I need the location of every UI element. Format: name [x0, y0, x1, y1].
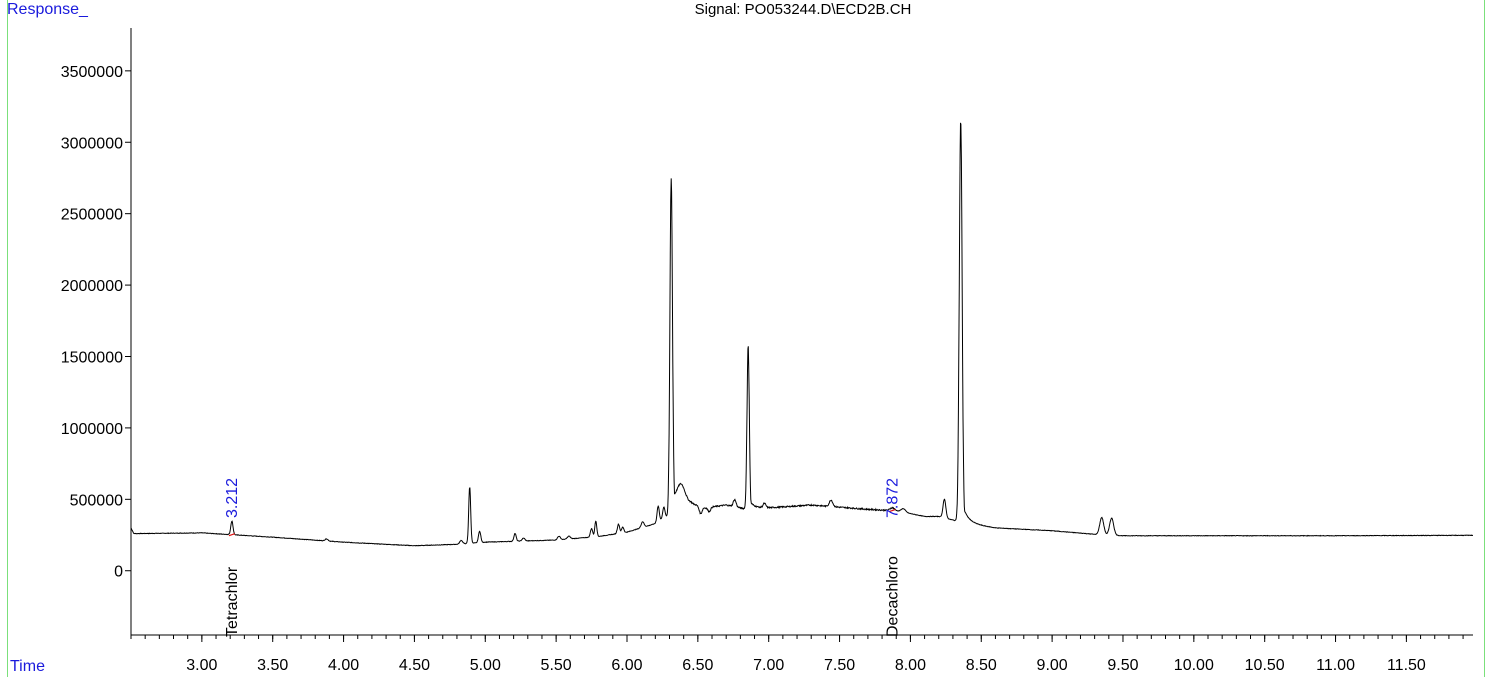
y-tick-label: 1000000 [61, 421, 123, 438]
y-tick-label: 2500000 [61, 207, 123, 224]
peak-integration-mark [228, 533, 236, 537]
y-tick-label: 0 [114, 564, 123, 581]
y-tick-label: 2000000 [61, 278, 123, 295]
x-tick-label: 3.00 [186, 657, 217, 674]
x-tick-label: 5.50 [541, 657, 572, 674]
x-tick-label: 11.50 [1387, 657, 1426, 674]
x-tick-label: 6.00 [611, 657, 642, 674]
compound-label: Tetrachlor [224, 566, 241, 637]
x-tick-label: 6.50 [682, 657, 713, 674]
x-tick-label: 5.00 [470, 657, 501, 674]
right-frame-border [1484, 0, 1485, 677]
y-tick-label: 1500000 [61, 349, 123, 366]
peak-annotations: 3.212 Tetrachlor 7.872 Decachloro [224, 478, 901, 637]
x-tick-label: 4.00 [328, 657, 359, 674]
x-tick-label: 7.50 [824, 657, 855, 674]
x-tick-label: 3.50 [257, 657, 288, 674]
x-tick-label: 7.00 [753, 657, 784, 674]
left-frame-border [7, 0, 8, 677]
y-axis-label: Response_ [7, 1, 89, 18]
x-tick-label: 8.00 [895, 657, 926, 674]
peak-integration-mark [889, 508, 896, 513]
x-tick-label: 10.00 [1174, 657, 1214, 674]
compound-label: Decachloro [884, 556, 901, 637]
y-ticks-group: 0 500000 1000000 1500000 2000000 2500000 30000… [61, 64, 131, 581]
peak-rt-label: 3.212 [224, 478, 241, 518]
x-tick-label: 11.00 [1316, 657, 1355, 674]
x-ticks-group: 3.00 3.50 4.00 4.50 5.00 5.50 6.00 6.50 7.00 7.50… [130, 635, 1464, 674]
x-axis-label: Time [10, 658, 45, 675]
x-tick-label: 4.50 [399, 657, 430, 674]
x-tick-label: 10.50 [1245, 657, 1285, 674]
x-tick-label: 8.50 [966, 657, 997, 674]
x-tick-label: 9.50 [1107, 657, 1138, 674]
chart-title: Signal: PO053244.D\ECD2B.CH [695, 1, 912, 18]
y-tick-label: 3500000 [61, 64, 123, 81]
y-tick-label: 500000 [70, 492, 123, 509]
signal-trace [130, 122, 1473, 547]
peak-rt-label: 7.872 [884, 478, 901, 518]
y-tick-label: 3000000 [61, 135, 123, 152]
x-tick-label: 9.00 [1037, 657, 1068, 674]
